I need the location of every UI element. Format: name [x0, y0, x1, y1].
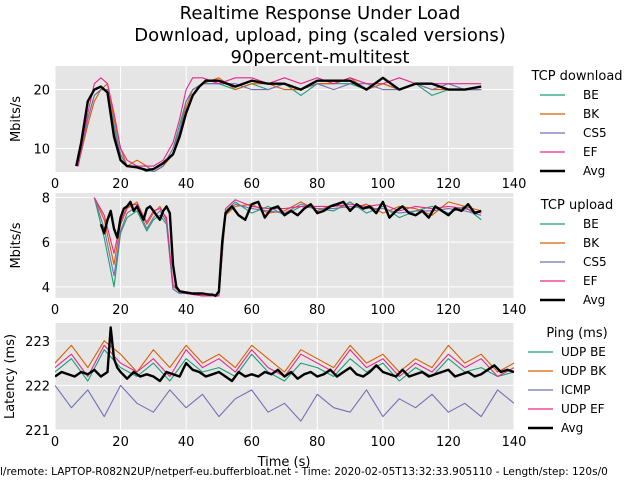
x-tick-label: 20	[112, 177, 129, 192]
legend-label: BE	[583, 217, 599, 231]
series-line-avg	[99, 200, 482, 297]
x-axis-label: Time (s)	[257, 455, 311, 470]
series-line-avg	[55, 326, 514, 383]
download-panel: 0 20 40 60 80 100 120 140 10 20 Mbits/s	[9, 66, 526, 192]
x-tick-label: 100	[370, 177, 395, 192]
x-tick-label: 40	[178, 177, 195, 192]
ping-legend: Ping (ms) UDP BE UDP BK ICMP UDP EF Avg	[528, 326, 608, 435]
ping-panel: 0 20 40 60 80 100 120 140 221 222 223 Latency (ms)	[3, 323, 526, 450]
x-tick-label: 140	[502, 303, 527, 318]
legend-label: Avg	[561, 421, 583, 435]
legend-label: ICMP	[561, 383, 591, 397]
legend-label: UDP EF	[561, 402, 605, 416]
title-line-3: 90percent-multitest	[231, 47, 410, 68]
series-line-udp-bk	[55, 340, 514, 373]
y-tick-label: 6	[42, 236, 50, 251]
x-tick-label: 20	[112, 435, 129, 450]
legend-label: CS5	[583, 126, 607, 140]
y-tick-label: 221	[25, 424, 50, 439]
x-tick-label: 40	[178, 303, 195, 318]
legend-label: EF	[583, 274, 598, 288]
legend-title: Ping (ms)	[546, 326, 607, 341]
download-legend: TCP download BE BK CS5 EF Avg	[530, 69, 622, 178]
series-line-bk	[93, 197, 482, 297]
series-line-avg	[75, 76, 482, 172]
y-tick-label: 10	[33, 142, 50, 157]
x-tick-label: 60	[243, 177, 260, 192]
legend-label: CS5	[583, 255, 607, 269]
x-tick-label: 80	[309, 177, 326, 192]
x-tick-label: 80	[309, 435, 326, 450]
x-tick-label: 20	[112, 303, 129, 318]
legend-label: BE	[583, 88, 599, 102]
x-tick-label: 100	[370, 303, 395, 318]
figure-title: Realtime Response Under Load Download, u…	[134, 3, 506, 68]
title-line-1: Realtime Response Under Load	[180, 3, 461, 24]
legend-label: EF	[583, 145, 598, 159]
series-line-cs5	[77, 83, 482, 172]
x-tick-label: 120	[436, 435, 461, 450]
y-tick-label: 8	[42, 191, 50, 206]
y-axis-label: Mbits/s	[9, 96, 24, 142]
legend-label: Avg	[583, 293, 605, 307]
y-axis-label: Latency (ms)	[3, 334, 18, 419]
legend-label: BK	[583, 107, 600, 121]
x-tick-label: 0	[51, 435, 59, 450]
x-tick-label: 80	[309, 303, 326, 318]
y-tick-label: 20	[33, 84, 50, 99]
title-line-2: Download, upload, ping (scaled versions)	[134, 25, 506, 46]
upload-legend: TCP upload BE BK CS5 EF Avg	[540, 198, 614, 307]
upload-panel: 0 20 40 60 80 100 120 140 4 6 8 Mbits/s	[9, 191, 526, 318]
legend-label: BK	[583, 236, 600, 250]
legend-label: UDP BK	[561, 364, 607, 378]
x-tick-label: 140	[502, 435, 527, 450]
x-tick-label: 60	[243, 303, 260, 318]
footer-text: l/remote: LAPTOP-R082N2UP/netperf-eu.buf…	[0, 466, 608, 478]
legend-title: TCP upload	[540, 198, 614, 213]
y-tick-label: 222	[25, 379, 50, 394]
legend-label: Avg	[583, 164, 605, 178]
x-tick-label: 60	[243, 435, 260, 450]
series-line-icmp	[55, 384, 514, 422]
x-tick-label: 100	[370, 435, 395, 450]
x-tick-label: 140	[502, 177, 527, 192]
y-tick-label: 223	[25, 335, 50, 350]
legend-label: UDP BE	[561, 345, 606, 359]
y-axis-label: Mbits/s	[9, 222, 24, 268]
x-tick-label: 0	[51, 303, 59, 318]
y-tick-label: 4	[42, 281, 50, 296]
x-tick-label: 40	[178, 435, 195, 450]
x-tick-label: 120	[436, 177, 461, 192]
x-tick-label: 0	[51, 177, 59, 192]
x-tick-label: 120	[436, 303, 461, 318]
legend-title: TCP download	[530, 69, 622, 84]
